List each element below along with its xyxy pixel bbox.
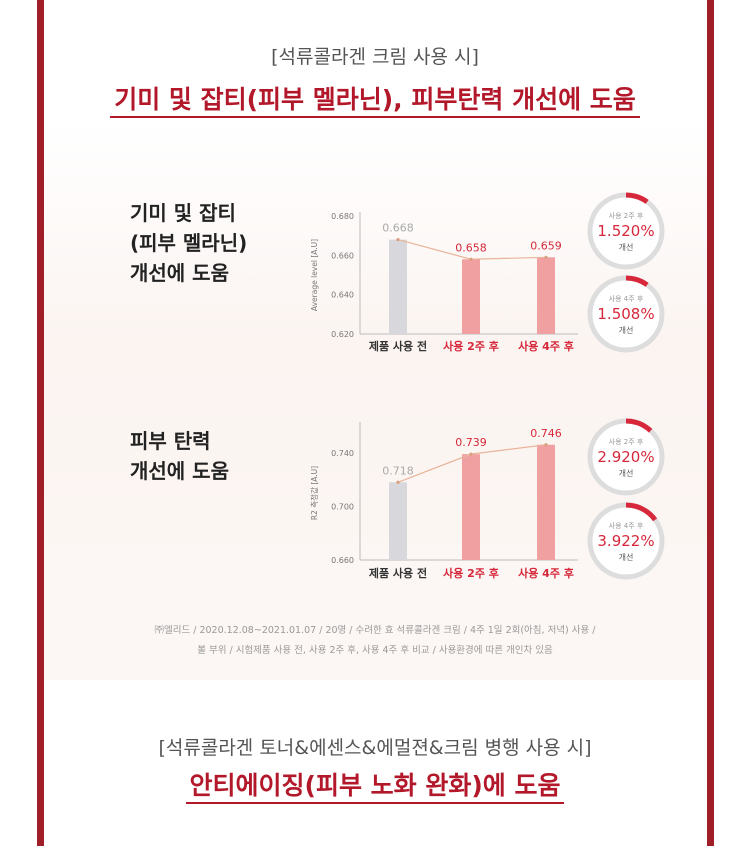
- y-tick-label: 0.620: [331, 330, 354, 339]
- badge-suffix: 개선: [619, 552, 634, 562]
- trend-point: [544, 443, 548, 447]
- trend-point: [544, 255, 548, 259]
- trend-point: [396, 238, 400, 242]
- badge-suffix: 개선: [619, 242, 634, 252]
- bar: [462, 259, 480, 334]
- section-label-line: 개선에 도움: [130, 459, 229, 483]
- x-tick-label: 사용 4주 후: [518, 566, 574, 580]
- badge-period: 사용 4주 후: [609, 521, 644, 530]
- footnote-line-1: ㈜엘리드 / 2020.12.08~2021.01.07 / 20명 / 수려한…: [154, 625, 596, 636]
- badge-suffix: 개선: [619, 468, 634, 478]
- section-label-line: 피부 탄력: [130, 429, 211, 453]
- header-title-text: 기미 및 잡티(피부 멜라닌), 피부탄력 개선에 도움: [110, 85, 640, 118]
- x-tick-label: 사용 2주 후: [443, 566, 499, 580]
- section-label-elasticity: 피부 탄력 개선에 도움: [130, 426, 280, 486]
- y-tick-label: 0.700: [331, 502, 354, 511]
- badge-ring-progress: [625, 192, 649, 204]
- data-label: 0.718: [382, 464, 414, 477]
- right-frame-border: [707, 0, 714, 846]
- data-label: 0.746: [530, 427, 562, 440]
- y-tick-label: 0.640: [331, 291, 354, 300]
- x-tick-label: 제품 사용 전: [369, 566, 427, 580]
- badge-value: 1.508%: [597, 305, 654, 323]
- header-subtitle: [석류콜라겐 크림 사용 시]: [271, 46, 479, 68]
- badge-ring-progress: [625, 275, 649, 287]
- x-tick-label: 사용 2주 후: [443, 339, 499, 353]
- badge-value: 1.520%: [597, 222, 654, 240]
- footer-title-text: 안티에이징(피부 노화 완화)에 도움: [185, 771, 565, 804]
- y-axis-label: Average level [A.U]: [310, 239, 319, 311]
- y-tick-label: 0.660: [331, 556, 354, 565]
- footer-title: 안티에이징(피부 노화 완화)에 도움: [0, 766, 750, 804]
- badge-suffix: 개선: [619, 325, 634, 335]
- badge-ring-progress: [625, 502, 658, 522]
- trend-point: [469, 257, 473, 261]
- left-frame-border: [37, 0, 44, 846]
- x-tick-label: 사용 4주 후: [518, 339, 574, 353]
- header-title: 기미 및 잡티(피부 멜라닌), 피부탄력 개선에 도움: [0, 80, 750, 118]
- y-tick-label: 0.680: [331, 212, 354, 221]
- trend-point: [469, 452, 473, 456]
- bar: [389, 482, 407, 560]
- footer-subtitle: [석류콜라겐 토너&에센스&에멀젼&크림 병행 사용 시]: [158, 737, 592, 759]
- section-label-melanin: 기미 및 잡티 (피부 멜라닌) 개선에 도움: [130, 198, 280, 288]
- badge-period: 사용 2주 후: [609, 211, 644, 220]
- data-label: 0.668: [382, 222, 414, 235]
- badge-ring-progress: [625, 418, 653, 433]
- section-label-line: 기미 및 잡티: [130, 201, 236, 225]
- footnote-line-2: 볼 부위 / 시험제품 사용 전, 사용 2주 후, 사용 4주 후 비교 / …: [197, 645, 553, 656]
- badge-value: 3.922%: [597, 532, 654, 550]
- y-tick-label: 0.660: [331, 251, 354, 260]
- data-label: 0.659: [530, 239, 562, 252]
- x-tick-label: 제품 사용 전: [369, 339, 427, 353]
- y-axis-label: R2 측정값 [A.U]: [309, 466, 319, 520]
- y-tick-label: 0.740: [331, 449, 354, 458]
- badge-value: 2.920%: [597, 448, 654, 466]
- trend-point: [396, 480, 400, 484]
- badge-period: 사용 4주 후: [609, 294, 644, 303]
- section-label-line: 개선에 도움: [130, 261, 229, 285]
- bar: [537, 444, 555, 560]
- data-label: 0.658: [455, 241, 487, 254]
- data-label: 0.739: [455, 436, 487, 449]
- bar: [537, 257, 555, 334]
- section-label-line: (피부 멜라닌): [130, 231, 248, 255]
- bar: [389, 239, 407, 334]
- bar: [462, 454, 480, 560]
- badge-period: 사용 2주 후: [609, 437, 644, 446]
